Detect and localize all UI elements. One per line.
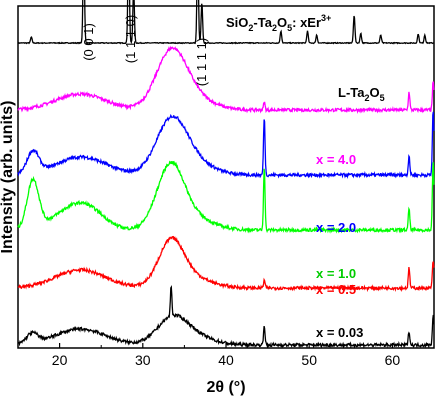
x-axis-title: 2θ (°) <box>206 379 245 396</box>
series-label-x1: x = 1.0 <box>316 266 356 281</box>
x-tick-label: 40 <box>218 352 234 368</box>
series-label-x05: x = 0.5 <box>316 282 356 297</box>
series-line-2 <box>17 111 435 179</box>
series-label-x2: x = 2.0 <box>316 220 356 235</box>
series-line-0 <box>17 0 435 45</box>
series-label-x003: x = 0.03 <box>316 325 363 340</box>
x-tick-label: 50 <box>301 352 317 368</box>
y-axis-title: Intensity (arb. units) <box>0 101 16 254</box>
plane-label-1111: (1 1 1 1) <box>194 38 209 86</box>
plane-label-001: (0 0 1) <box>81 23 96 61</box>
x-tick-label: 30 <box>135 352 151 368</box>
plane-label-1110: (1 1 1 0) <box>123 15 138 63</box>
series-line-4 <box>17 235 435 293</box>
series-line-3 <box>17 160 435 234</box>
series-label-x4: x = 4.0 <box>316 152 356 167</box>
x-tick-label: 60 <box>385 352 401 368</box>
series-layer <box>17 0 435 350</box>
x-tick-layer: 20 30 40 50 60 <box>17 343 435 368</box>
series-line-1 <box>17 45 435 115</box>
sample-composition-label: SiO2-Ta2O5: xEr3+ <box>226 13 331 33</box>
series-line-5 <box>17 285 435 350</box>
x-tick-label: 20 <box>52 352 68 368</box>
reference-phase-label: L-Ta2O5 <box>338 85 385 103</box>
